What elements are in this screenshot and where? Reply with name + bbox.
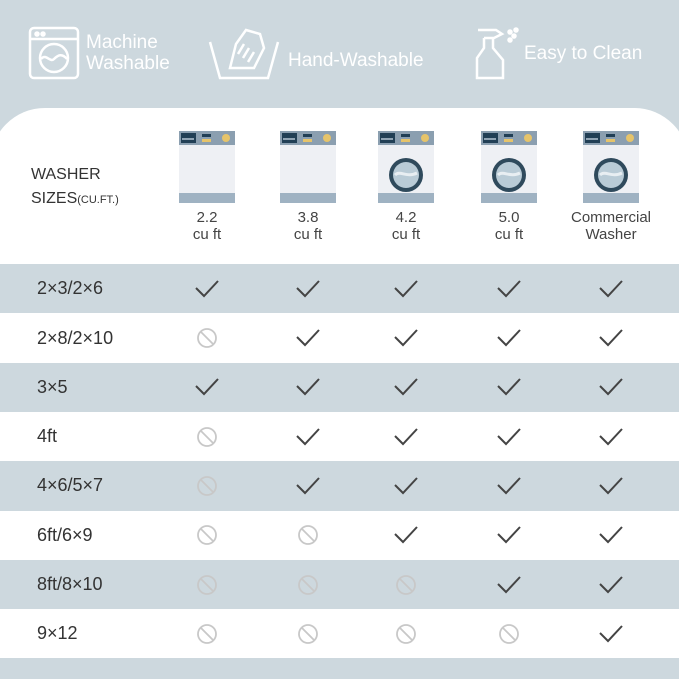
table-row: 2×8/2×10 [0,313,679,363]
header-unit: (CU.FT.) [77,194,119,206]
column-caption: 5.0 cu ft [494,209,524,243]
header-subtitle: SIZES [31,190,78,207]
table-row: 4×6/5×7 [0,461,679,511]
not-allowed-icon [187,520,227,550]
check-icon [386,274,426,304]
check-icon [489,323,529,353]
feature-easy-to-clean: Easy to Clean [474,26,642,82]
column-header: Commercial Washer [561,131,661,243]
check-icon [187,372,227,402]
check-icon [386,372,426,402]
check-icon [288,323,328,353]
table-row: 2×3/2×6 [0,264,679,314]
check-icon [591,323,631,353]
check-icon [386,471,426,501]
check-icon [288,471,328,501]
table-header-label: WASHER SIZES(CU.FT.) [31,163,119,212]
rug-size-label: 4ft [37,426,58,447]
not-allowed-icon [187,570,227,600]
check-icon [386,323,426,353]
check-icon [489,520,529,550]
table-row: 8ft/8×10 [0,559,679,610]
check-icon [187,274,227,304]
check-icon [386,520,426,550]
washer-icon [378,131,434,203]
feature-label: Machine [86,32,158,53]
table-row: 9×12 [0,609,679,659]
column-header: 4.2 cu ft [356,131,456,243]
not-allowed-icon [288,619,328,649]
washer-icon [280,131,336,203]
not-allowed-icon [187,422,227,452]
not-allowed-icon [386,619,426,649]
not-allowed-icon [386,570,426,600]
check-icon [288,372,328,402]
column-caption: Commercial Washer [570,209,651,243]
washer-icon [481,131,537,203]
washer-icon [179,131,235,203]
table-row: 4ft [0,411,679,462]
feature-machine-washable: Machine Washable [28,26,170,80]
column-caption: 4.2 cu ft [391,209,421,243]
table-row: 6ft/6×9 [0,510,679,560]
not-allowed-icon [288,520,328,550]
spray-bottle-icon [475,27,519,80]
washer-icon [583,131,639,203]
column-caption: 2.2 cu ft [192,209,222,243]
rug-size-label: 3×5 [37,376,68,397]
rug-size-label: 6ft/6×9 [37,524,93,545]
feature-hand-washable: Hand-Washable [208,24,424,82]
column-caption: 3.8 cu ft [293,209,323,243]
comparison-card [0,108,679,268]
check-icon [591,372,631,402]
rug-size-label: 2×8/2×10 [37,327,114,348]
check-icon [489,471,529,501]
rug-size-label: 2×3/2×6 [37,278,104,299]
hand-wash-icon [208,28,280,80]
feature-label: Hand-Washable [288,49,424,71]
header-title: WASHER [31,166,101,183]
not-allowed-icon [187,619,227,649]
not-allowed-icon [489,619,529,649]
not-allowed-icon [288,570,328,600]
check-icon [386,422,426,452]
check-icon [591,422,631,452]
rug-size-label: 8ft/8×10 [37,574,103,595]
check-icon [591,619,631,649]
check-icon [591,520,631,550]
check-icon [288,422,328,452]
table-row: 3×5 [0,362,679,413]
washing-machine-icon [28,26,80,80]
rug-size-label: 9×12 [37,623,78,644]
check-icon [489,372,529,402]
bottom-strip [0,658,679,679]
not-allowed-icon [187,471,227,501]
feature-label: Washable [86,53,170,74]
check-icon [288,274,328,304]
check-icon [591,570,631,600]
check-icon [489,570,529,600]
column-header: 5.0 cu ft [459,131,559,243]
column-header: 3.8 cu ft [258,131,358,243]
check-icon [489,274,529,304]
feature-label: Easy to Clean [524,42,643,64]
not-allowed-icon [187,323,227,353]
check-icon [591,274,631,304]
column-header: 2.2 cu ft [157,131,257,243]
rug-size-label: 4×6/5×7 [37,475,104,496]
check-icon [489,422,529,452]
check-icon [591,471,631,501]
